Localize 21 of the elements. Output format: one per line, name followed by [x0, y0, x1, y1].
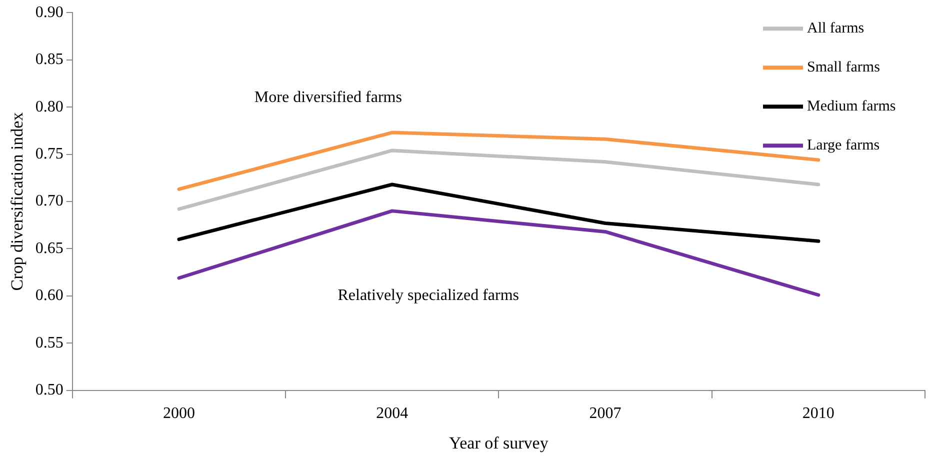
y-tick-label: 0.70 [35, 192, 64, 210]
y-tick-label: 0.55 [35, 334, 64, 352]
annotation: Relatively specialized farms [338, 287, 519, 304]
annotation: More diversified farms [254, 88, 402, 106]
x-axis-title: Year of survey [449, 433, 549, 452]
legend-label: All farms [807, 20, 864, 37]
y-tick-label: 0.60 [35, 287, 64, 304]
legend-label: Small farms [807, 60, 880, 76]
x-tick-label: 2007 [589, 405, 622, 422]
y-tick-label: 0.80 [35, 98, 64, 116]
y-tick-label: 0.85 [35, 51, 64, 68]
y-tick-label: 0.65 [35, 240, 64, 257]
y-tick-label: 0.90 [35, 4, 64, 21]
x-tick-label: 2004 [376, 405, 408, 422]
legend-label: Large farms [807, 138, 880, 154]
legend-label: Medium farms [807, 98, 896, 115]
x-tick-label: 2000 [162, 405, 195, 422]
y-tick-label: 0.50 [35, 382, 64, 399]
y-axis-title: Crop diversification index [8, 112, 27, 291]
x-tick-label: 2010 [802, 405, 834, 422]
y-tick-label: 0.75 [35, 145, 64, 162]
